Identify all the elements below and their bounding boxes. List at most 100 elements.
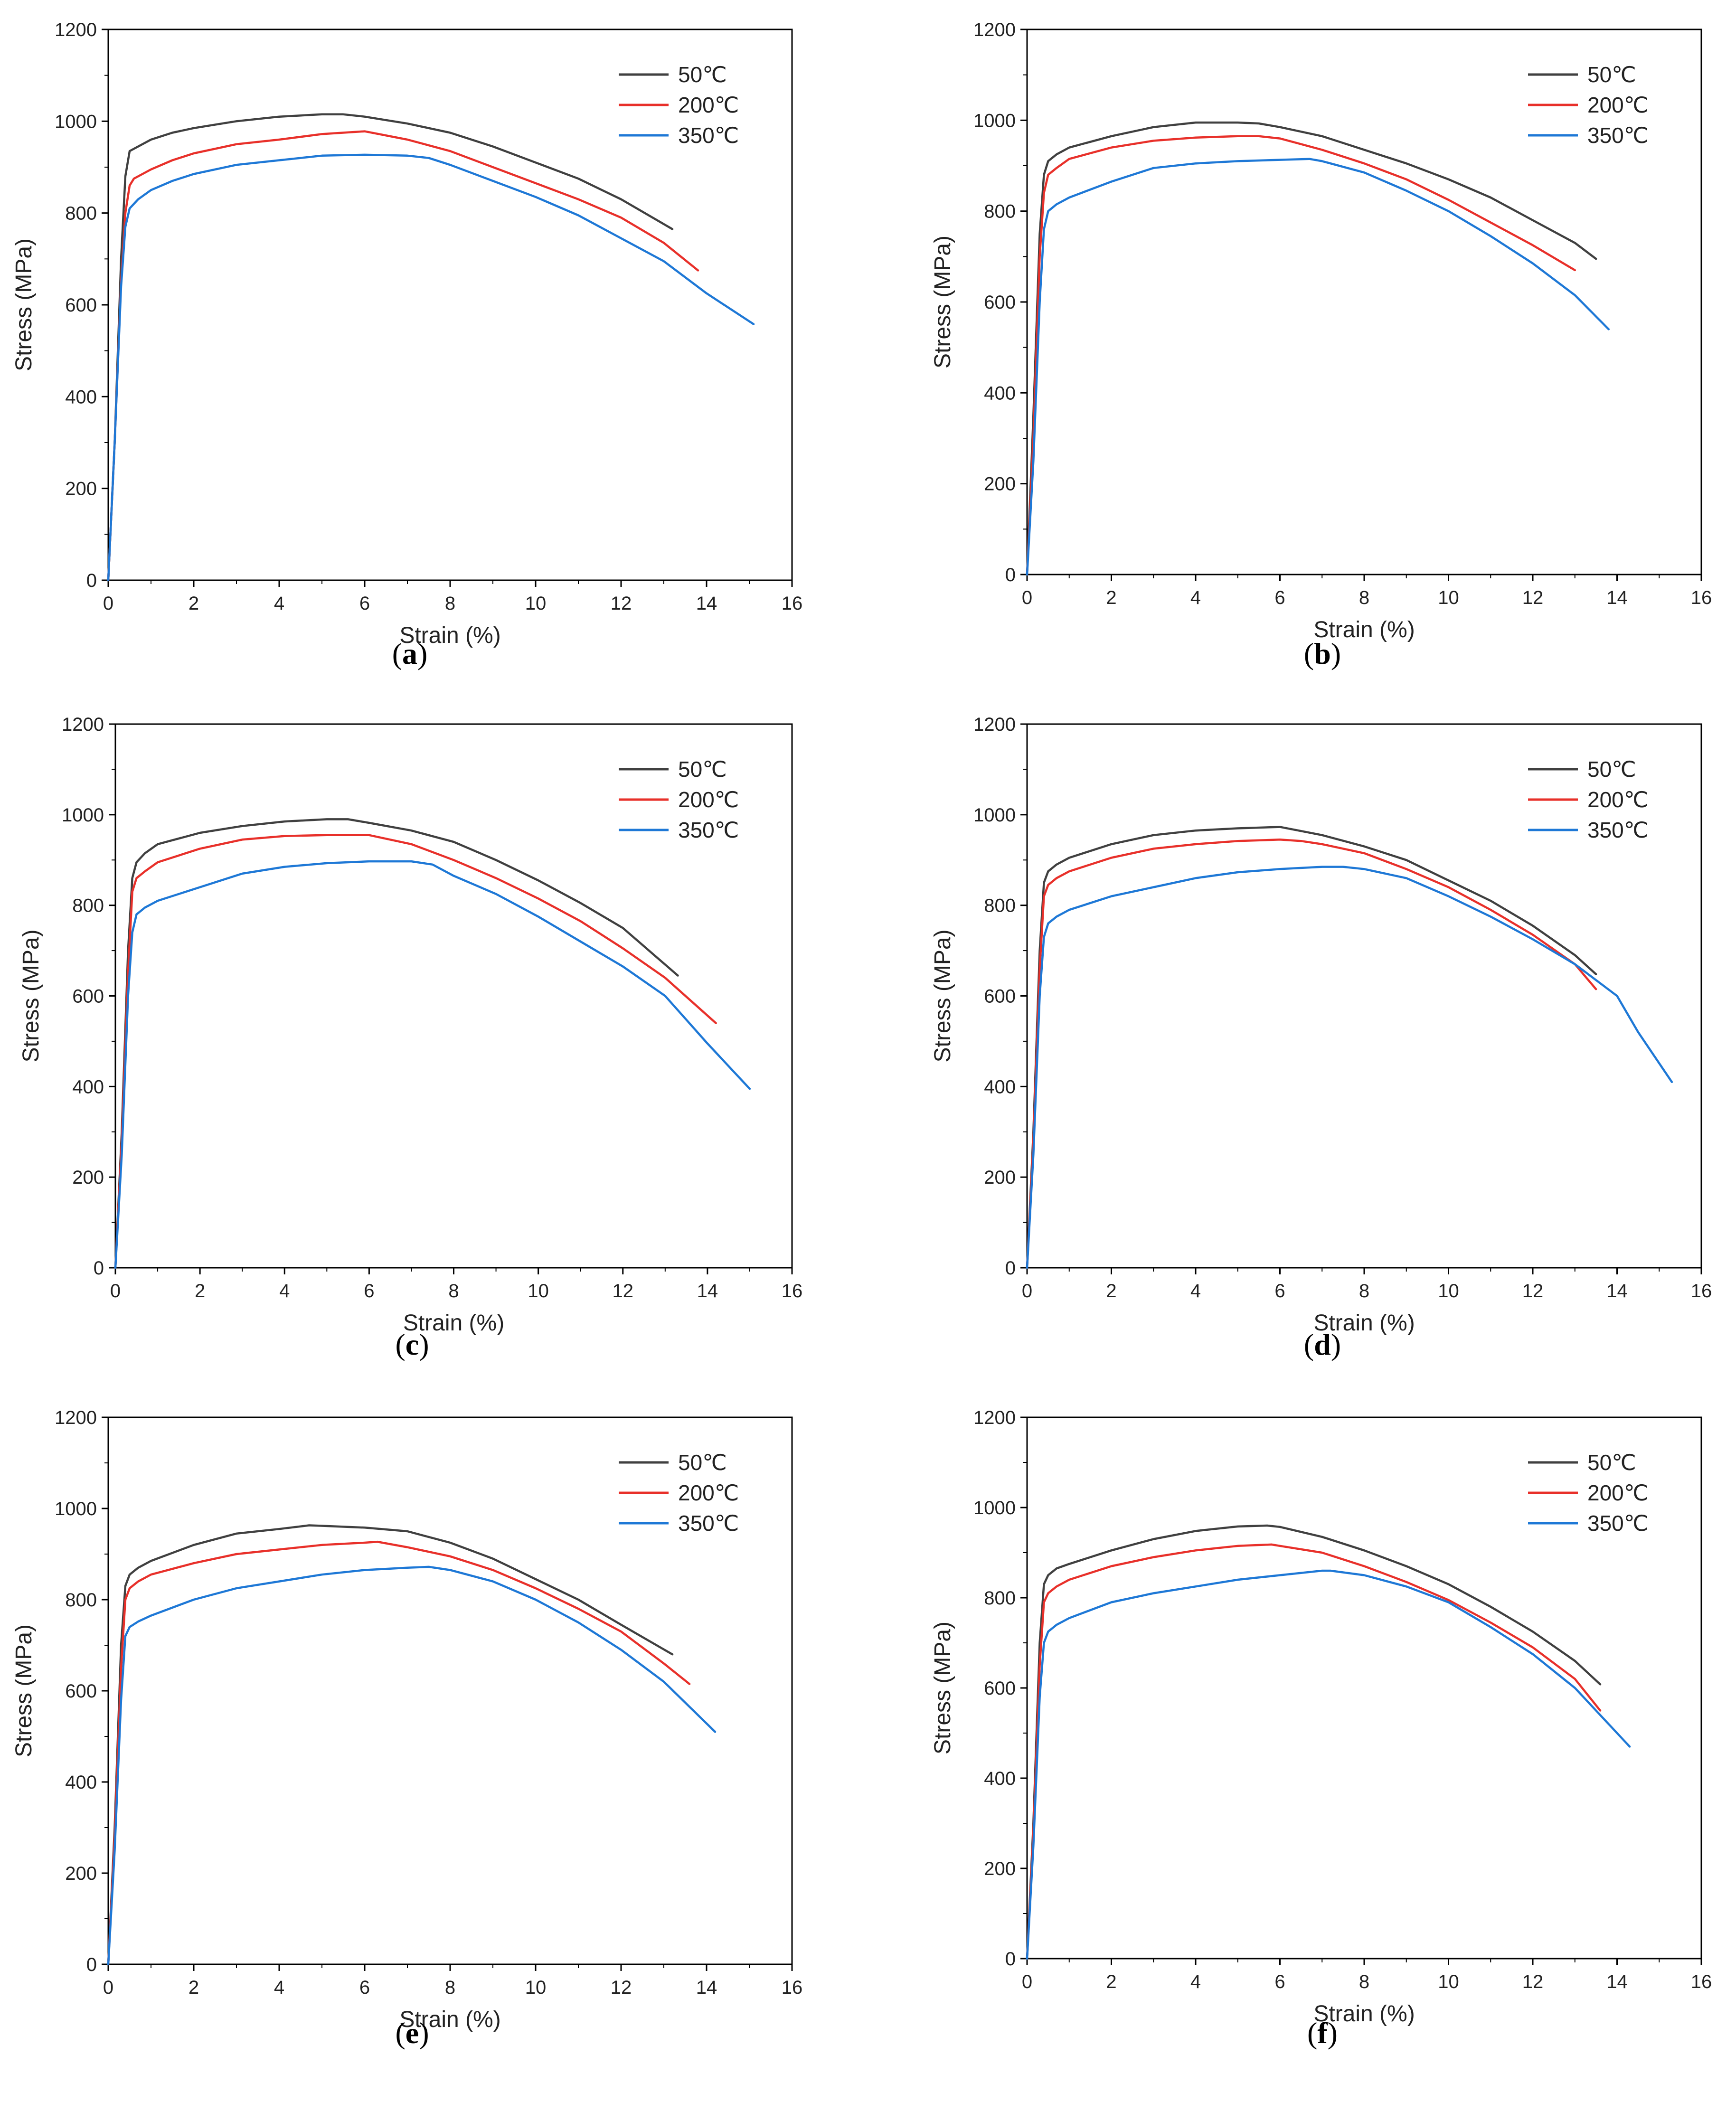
y-tick-label: 600	[984, 986, 1016, 1007]
series-line-50c	[1026, 826, 1597, 1269]
y-tick-label: 200	[65, 479, 97, 500]
legend-label: 50℃	[1587, 62, 1636, 87]
x-tick-label: 0	[110, 1281, 121, 1301]
x-tick-label: 12	[611, 593, 632, 614]
x-tick-label: 2	[189, 1977, 199, 1998]
y-tick-label: 800	[984, 201, 1016, 222]
series-line-200c	[107, 1540, 691, 1966]
series-line-350c	[1026, 1569, 1631, 1960]
x-tick-label: 6	[1274, 1281, 1285, 1301]
x-tick-label: 10	[1438, 1971, 1459, 1992]
series-line-350c	[1026, 866, 1673, 1269]
x-tick-label: 6	[359, 593, 370, 614]
caption-letter: b	[1314, 637, 1331, 670]
y-tick-label: 0	[94, 1258, 104, 1279]
y-tick-label: 400	[984, 383, 1016, 404]
x-tick-label: 2	[195, 1281, 205, 1301]
x-axis-label: Strain (%)	[399, 2007, 500, 2032]
y-axis-label: Stress (MPa)	[19, 929, 44, 1062]
y-tick-label: 1200	[55, 19, 97, 40]
x-tick-label: 4	[274, 1977, 284, 1998]
y-tick-label: 600	[984, 1678, 1016, 1699]
series-line-200c	[1026, 1543, 1602, 1960]
caption-close: )	[1330, 637, 1341, 670]
x-tick-label: 2	[1106, 1971, 1116, 1992]
legend-label: 50℃	[1587, 1450, 1636, 1475]
y-axis-label: Stress (MPa)	[930, 1621, 955, 1754]
x-tick-label: 16	[1691, 1281, 1712, 1301]
x-tick-label: 10	[528, 1281, 549, 1301]
y-tick-label: 1000	[973, 110, 1016, 131]
caption-open: (	[392, 637, 402, 670]
series-line-350c	[107, 153, 755, 582]
x-tick-label: 4	[279, 1281, 290, 1301]
series-line-350c	[1026, 158, 1610, 576]
caption-open: (	[395, 1328, 406, 1361]
legend-label: 50℃	[1587, 757, 1636, 782]
x-tick-label: 8	[1359, 587, 1369, 608]
x-tick-label: 10	[1438, 1281, 1459, 1301]
series-line-50c	[1026, 1524, 1602, 1960]
x-tick-label: 6	[1274, 1971, 1285, 1992]
x-tick-label: 0	[1022, 587, 1032, 608]
x-tick-label: 8	[448, 1281, 459, 1301]
x-tick-label: 0	[103, 1977, 113, 1998]
y-tick-label: 800	[984, 895, 1016, 916]
x-tick-label: 10	[525, 1977, 547, 1998]
y-tick-label: 1200	[62, 714, 104, 735]
x-tick-label: 12	[611, 1977, 632, 1998]
x-tick-label: 8	[445, 1977, 455, 1998]
panel-caption-b: (b)	[1304, 636, 1341, 671]
panel-caption-c: (c)	[395, 1327, 429, 1362]
x-tick-label: 8	[445, 593, 455, 614]
caption-close: )	[1330, 1328, 1341, 1361]
x-tick-label: 16	[1691, 1971, 1712, 1992]
y-tick-label: 1000	[973, 805, 1016, 826]
series-line-200c	[1026, 135, 1576, 576]
series-line-200c	[107, 130, 699, 582]
y-tick-label: 600	[65, 295, 97, 316]
y-tick-label: 0	[86, 1954, 97, 1975]
caption-open: (	[1303, 1328, 1314, 1361]
y-tick-label: 1000	[55, 1499, 97, 1519]
y-tick-label: 1200	[55, 1407, 97, 1428]
series-line-50c	[107, 113, 674, 582]
panel-caption-f: (f)	[1307, 2016, 1338, 2051]
x-axis-label: Strain (%)	[1313, 2001, 1415, 2027]
x-tick-label: 14	[1606, 1281, 1628, 1301]
caption-letter: c	[405, 1328, 419, 1361]
y-axis-label: Stress (MPa)	[930, 236, 955, 368]
x-tick-label: 16	[782, 1281, 803, 1301]
y-tick-label: 600	[72, 986, 104, 1007]
caption-letter: d	[1314, 1328, 1331, 1361]
x-tick-label: 8	[1359, 1971, 1369, 1992]
y-tick-label: 400	[65, 386, 97, 407]
caption-open: (	[1307, 2016, 1318, 2050]
legend-label: 350℃	[678, 818, 739, 842]
y-axis-label: Stress (MPa)	[11, 238, 37, 371]
x-tick-label: 8	[1359, 1281, 1369, 1301]
series-line-50c	[1026, 121, 1597, 576]
x-tick-label: 6	[364, 1281, 374, 1301]
panel-caption-a: (a)	[392, 636, 428, 671]
y-tick-label: 0	[1005, 565, 1016, 585]
panel-caption-e: (e)	[395, 2016, 429, 2051]
y-tick-label: 400	[984, 1768, 1016, 1789]
x-tick-label: 4	[274, 593, 284, 614]
y-tick-label: 1000	[55, 111, 97, 132]
y-tick-label: 200	[72, 1167, 104, 1188]
chart-panel-f: 0 2 4 6 8 10 12 14 16 0 200 400 600 800 1000 1200 Strain…	[930, 1407, 1712, 2027]
y-tick-label: 200	[65, 1863, 97, 1884]
x-tick-label: 14	[697, 1281, 718, 1301]
x-tick-label: 14	[696, 1977, 717, 1998]
caption-open: (	[395, 2016, 406, 2050]
caption-close: )	[419, 1328, 429, 1361]
caption-letter: e	[405, 2016, 419, 2050]
x-tick-label: 2	[1106, 1281, 1116, 1301]
series-line-50c	[107, 1524, 674, 1966]
y-tick-label: 800	[65, 203, 97, 224]
legend-label: 350℃	[678, 123, 739, 148]
caption-close: )	[419, 2016, 429, 2050]
x-tick-label: 14	[1606, 587, 1628, 608]
y-tick-label: 800	[65, 1590, 97, 1611]
